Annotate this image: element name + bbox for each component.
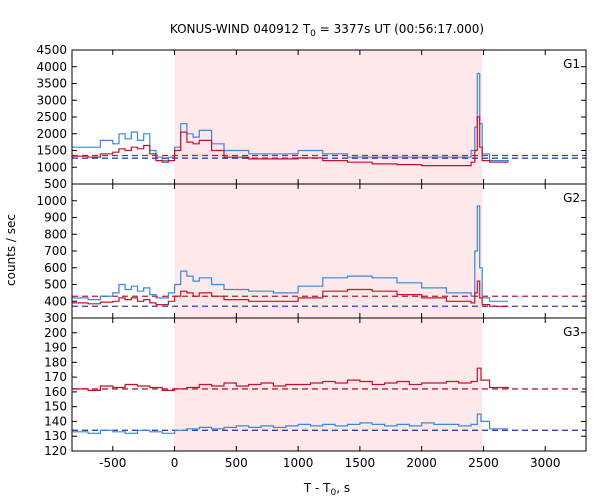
- y-tick-label-0-7: 4000: [36, 60, 67, 74]
- series-line-2-0: [72, 367, 509, 391]
- y-tick-label-1-5: 800: [44, 227, 67, 241]
- x-tick-label-0: -500: [99, 456, 126, 470]
- y-tick-label-2-4: 160: [44, 385, 67, 399]
- y-tick-label-1-6: 900: [44, 211, 67, 225]
- x-axis-label: T - T0, s: [303, 481, 350, 498]
- y-tick-label-0-3: 2000: [36, 127, 67, 141]
- y-tick-label-0-8: 4500: [36, 43, 67, 57]
- series-line-1-0: [72, 205, 509, 302]
- y-tick-label-0-4: 2500: [36, 110, 67, 124]
- y-tick-label-0-1: 1000: [36, 160, 67, 174]
- y-tick-label-2-5: 170: [44, 370, 67, 384]
- panel-label-0: G1: [563, 57, 580, 71]
- chart-title: KONUS-WIND 040912 T0 = 3377s UT (00:56:1…: [170, 22, 484, 39]
- panels: 50010001500200025003000350040004500G1300…: [36, 43, 587, 470]
- x-tick-label-2: 500: [225, 456, 248, 470]
- x-tick-label-4: 1500: [345, 456, 376, 470]
- y-tick-label-2-7: 190: [44, 341, 67, 355]
- x-tick-label-5: 2000: [406, 456, 437, 470]
- y-tick-label-2-0: 120: [44, 444, 67, 458]
- y-axis-label: counts / sec: [4, 214, 18, 286]
- y-tick-label-1-2: 500: [44, 278, 67, 292]
- y-tick-label-0-0: 500: [44, 177, 67, 191]
- panel-label-1: G2: [563, 191, 580, 205]
- series-line-0-0: [72, 72, 509, 163]
- y-tick-label-1-4: 700: [44, 244, 67, 258]
- series-line-0-1: [72, 116, 509, 167]
- series-line-1-1: [72, 280, 509, 307]
- y-tick-label-1-3: 600: [44, 261, 67, 275]
- y-tick-label-2-6: 180: [44, 355, 67, 369]
- shaded-interval-2: [174, 318, 483, 451]
- y-tick-label-1-0: 300: [44, 311, 67, 325]
- x-tick-label-6: 2500: [468, 456, 499, 470]
- y-tick-label-0-2: 1500: [36, 144, 67, 158]
- panel-frame-2: [71, 317, 587, 452]
- series-line-2-1: [72, 413, 509, 434]
- y-tick-label-1-1: 400: [44, 294, 67, 308]
- x-tick-label-7: 3000: [530, 456, 561, 470]
- x-tick-label-1: 0: [171, 456, 179, 470]
- y-tick-label-2-8: 200: [44, 326, 67, 340]
- x-tick-label-3: 1000: [283, 456, 314, 470]
- y-tick-label-2-3: 150: [44, 400, 67, 414]
- shaded-interval-0: [174, 50, 483, 184]
- y-tick-label-1-7: 1000: [36, 194, 67, 208]
- y-tick-label-2-2: 140: [44, 414, 67, 428]
- y-tick-label-2-1: 130: [44, 429, 67, 443]
- panel-label-2: G3: [563, 325, 580, 339]
- y-tick-label-0-5: 3000: [36, 93, 67, 107]
- y-tick-label-0-6: 3500: [36, 77, 67, 91]
